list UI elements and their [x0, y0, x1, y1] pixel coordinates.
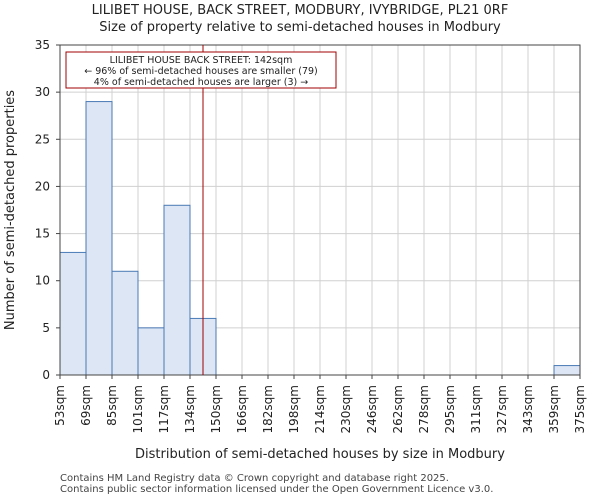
- bar: [553, 365, 581, 376]
- x-tick-label: 53sqm: [53, 385, 67, 426]
- x-tick-label: 101sqm: [131, 385, 145, 433]
- x-tick-label: 246sqm: [365, 385, 379, 433]
- chart-subtitle: Size of property relative to semi-detach…: [99, 20, 501, 35]
- y-tick-label: 10: [35, 274, 50, 288]
- y-tick-label: 25: [35, 132, 50, 146]
- x-tick-label: 230sqm: [339, 385, 353, 433]
- x-tick-label: 85sqm: [105, 385, 119, 426]
- x-tick-label: 214sqm: [313, 385, 327, 433]
- x-tick-label: 134sqm: [183, 385, 197, 433]
- x-tick-label: 295sqm: [443, 385, 457, 433]
- bar: [111, 270, 139, 376]
- bar: [85, 101, 113, 376]
- y-tick-label: 35: [35, 38, 50, 52]
- x-tick-label: 262sqm: [391, 385, 405, 433]
- footer-line-1: Contains HM Land Registry data © Crown c…: [60, 473, 449, 484]
- x-tick-label: 311sqm: [469, 385, 483, 433]
- x-axis-ticks: 53sqm 69sqm 85sqm 101sqm 117sqm 134sqm 150sqm 1…: [53, 375, 587, 433]
- x-tick-label: 69sqm: [79, 385, 93, 426]
- y-axis-label: Number of semi-detached properties: [3, 90, 18, 330]
- x-tick-label: 359sqm: [547, 385, 561, 433]
- y-axis-ticks: 0 5 10 15 20 25 30 35: [35, 38, 60, 382]
- x-tick-label: 343sqm: [521, 385, 535, 433]
- bars: [59, 101, 581, 376]
- x-tick-label: 327sqm: [495, 385, 509, 433]
- bar: [137, 327, 165, 376]
- x-tick-label: 166sqm: [235, 385, 249, 433]
- annotation-line-1: LILIBET HOUSE BACK STREET: 142sqm: [110, 55, 293, 66]
- x-tick-label: 375sqm: [573, 385, 587, 433]
- x-axis-label: Distribution of semi-detached houses by …: [135, 447, 505, 462]
- x-tick-label: 150sqm: [209, 385, 223, 433]
- y-tick-label: 20: [35, 179, 50, 193]
- annotation-line-2: ← 96% of semi-detached houses are smalle…: [84, 66, 318, 77]
- footer-line-2: Contains public sector information licen…: [60, 484, 494, 495]
- x-tick-label: 278sqm: [417, 385, 431, 433]
- y-tick-label: 5: [42, 321, 50, 335]
- x-tick-label: 198sqm: [287, 385, 301, 433]
- y-tick-label: 0: [42, 368, 50, 382]
- chart-title: LILIBET HOUSE, BACK STREET, MODBURY, IVY…: [91, 3, 509, 18]
- annotation-line-3: 4% of semi-detached houses are larger (3…: [94, 77, 308, 88]
- y-tick-label: 15: [35, 227, 50, 241]
- annotation-box: LILIBET HOUSE BACK STREET: 142sqm ← 96% …: [65, 51, 337, 89]
- y-tick-label: 30: [35, 85, 50, 99]
- bar: [163, 204, 191, 376]
- bar: [59, 251, 87, 376]
- x-tick-label: 117sqm: [157, 385, 171, 433]
- x-tick-label: 182sqm: [261, 385, 275, 433]
